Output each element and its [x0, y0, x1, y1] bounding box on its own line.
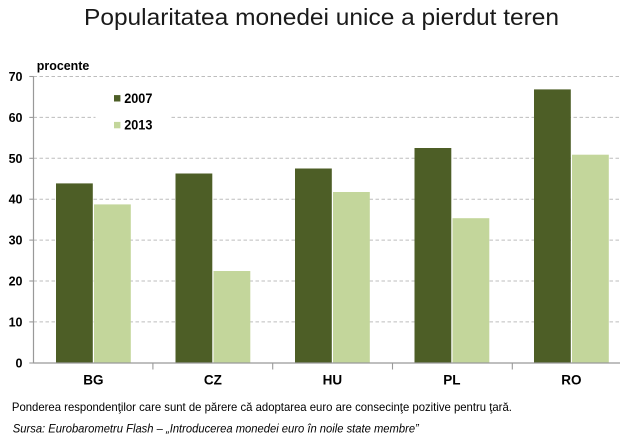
- svg-text:Sursa: Eurobarometru Flash – „: Sursa: Eurobarometru Flash – „Introducer…: [13, 422, 420, 436]
- svg-text:BG: BG: [83, 373, 103, 388]
- svg-text:2013: 2013: [124, 118, 153, 133]
- svg-text:CZ: CZ: [204, 373, 222, 388]
- svg-text:Popularitatea monedei unice a: Popularitatea monedei unice a pierdut te…: [84, 4, 559, 30]
- svg-text:0: 0: [16, 356, 23, 370]
- svg-text:50: 50: [9, 152, 23, 166]
- svg-text:PL: PL: [443, 373, 460, 388]
- svg-text:RO: RO: [561, 373, 581, 388]
- svg-text:70: 70: [9, 70, 23, 84]
- svg-text:20: 20: [9, 275, 23, 289]
- svg-text:HU: HU: [323, 373, 343, 388]
- svg-text:10: 10: [9, 315, 23, 329]
- svg-text:60: 60: [9, 111, 23, 125]
- svg-text:40: 40: [9, 193, 23, 207]
- svg-text:2007: 2007: [124, 91, 152, 106]
- svg-text:procente: procente: [37, 58, 90, 73]
- svg-text:30: 30: [9, 234, 23, 248]
- svg-text:Ponderea respondenţilor care s: Ponderea respondenţilor care sunt de păr…: [12, 400, 512, 414]
